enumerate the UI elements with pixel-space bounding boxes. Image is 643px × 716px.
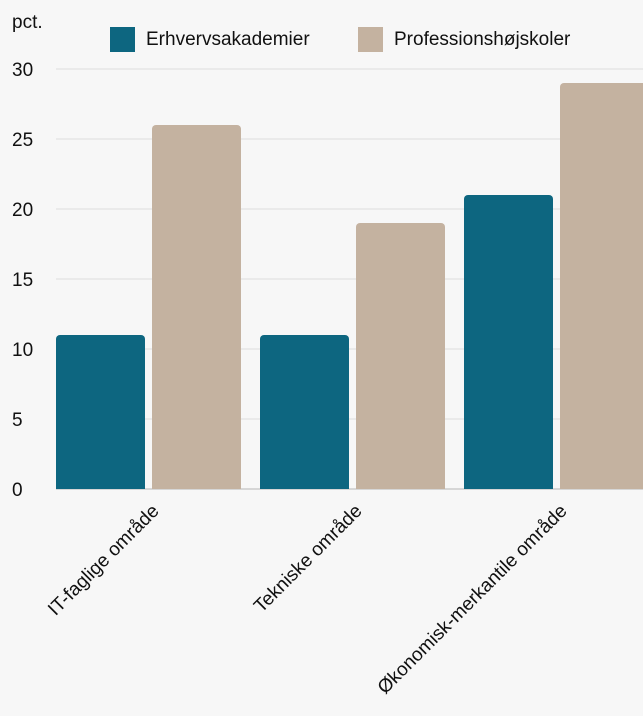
y-tick-label: 5 <box>12 410 23 431</box>
bar-series-1-category-2 <box>560 83 643 489</box>
bar-series-1-category-1 <box>356 223 445 489</box>
x-category-label: IT-faglige område <box>44 501 163 620</box>
bar-base-series-0-category-1 <box>260 485 349 489</box>
legend-label-series-0: Erhvervsakademier <box>146 29 310 50</box>
x-axis-labels: IT-faglige område Tekniske område Økonomis… <box>44 501 571 699</box>
bar-base-series-0-category-0 <box>56 485 145 489</box>
bar-base-series-1-category-1 <box>356 485 445 489</box>
y-tick-label: 30 <box>12 60 33 81</box>
bar-base-series-1-category-2 <box>560 485 643 489</box>
y-tick-label: 20 <box>12 200 33 221</box>
legend-swatch-series-1 <box>358 27 383 52</box>
bar-series-1-category-0 <box>152 125 241 489</box>
bar-base-series-1-category-0 <box>152 485 241 489</box>
y-tick-label: 0 <box>12 480 23 501</box>
bar-base-series-0-category-2 <box>464 485 553 489</box>
x-category-label: Økonomisk-merkantile område <box>374 501 572 699</box>
y-tick-label: 10 <box>12 340 33 361</box>
legend-label-series-1: Professionshøjskoler <box>394 29 571 50</box>
bar-series-0-category-0 <box>56 335 145 489</box>
x-category-label: Tekniske område <box>250 501 366 617</box>
y-tick-label: 25 <box>12 130 33 151</box>
legend-swatch-series-0 <box>110 27 135 52</box>
bar-series-0-category-2 <box>464 195 553 489</box>
y-tick-label: 15 <box>12 270 33 291</box>
y-axis-ticks: 0 5 10 15 20 25 30 <box>12 60 33 501</box>
bar-series-0-category-1 <box>260 335 349 489</box>
y-axis-unit-label: pct. <box>12 12 43 33</box>
bars <box>56 83 643 489</box>
legend: Erhvervsakademier Professionshøjskoler <box>110 27 571 52</box>
